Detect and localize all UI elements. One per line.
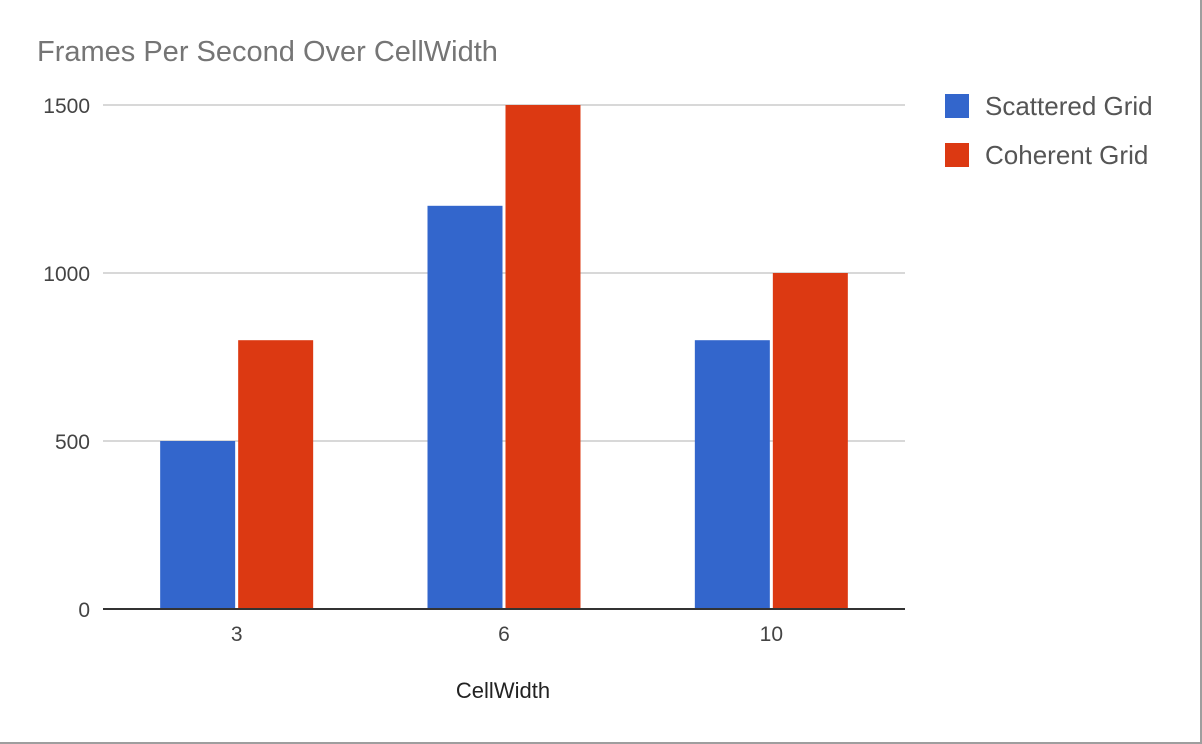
x-axis-label: CellWidth xyxy=(456,678,550,703)
y-tick-label: 500 xyxy=(55,431,90,454)
y-tick-label: 1500 xyxy=(43,95,90,118)
bar-coherent-grid-6 xyxy=(505,105,581,609)
legend: Scattered Grid Coherent Grid xyxy=(945,91,1153,170)
x-axis-ticks: 3 6 10 xyxy=(231,623,783,646)
y-tick-label: 1000 xyxy=(43,263,90,286)
legend-swatch xyxy=(945,143,969,167)
y-axis-ticks: 0 500 1000 1500 xyxy=(43,95,90,622)
x-tick-label: 6 xyxy=(498,623,510,646)
x-tick-label: 10 xyxy=(760,623,783,646)
y-tick-label: 0 xyxy=(78,599,90,622)
bar-scattered-grid-3 xyxy=(160,441,236,609)
legend-label: Scattered Grid xyxy=(985,91,1153,121)
legend-swatch xyxy=(945,94,969,118)
legend-label: Coherent Grid xyxy=(985,140,1148,170)
bar-coherent-grid-10 xyxy=(772,273,848,609)
bar-coherent-grid-3 xyxy=(238,340,314,609)
x-tick-label: 3 xyxy=(231,623,243,646)
bar-scattered-grid-10 xyxy=(694,340,770,609)
chart-title: Frames Per Second Over CellWidth xyxy=(37,36,498,68)
bars xyxy=(160,105,848,610)
bar-scattered-grid-6 xyxy=(427,205,503,610)
gridlines xyxy=(103,104,905,442)
